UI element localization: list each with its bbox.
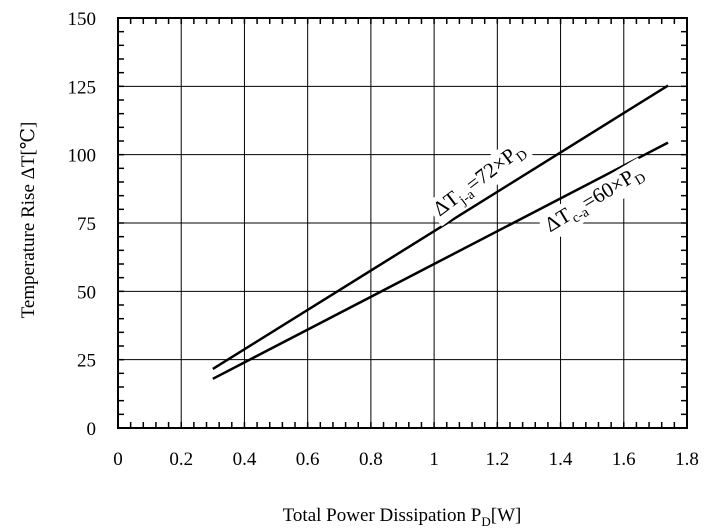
series-annotation-1: ΔTj-a=72×PD: [424, 134, 535, 227]
x-tick-label: 1.2: [485, 449, 509, 470]
x-tick-label: 1.8: [675, 449, 699, 470]
series-line-1: [212, 84, 669, 371]
y-tick-labels: 0 25 50 75 100 125 150: [68, 9, 97, 440]
grid-layer: [118, 18, 687, 428]
annotation-background: [536, 157, 653, 243]
x-axis-label-tail: [W]: [491, 505, 522, 526]
x-axis-label-sub: D: [481, 514, 490, 529]
x-tick-label: 0.6: [296, 449, 320, 470]
plot-frame: [117, 17, 688, 429]
x-tick-label: 1.4: [549, 449, 573, 470]
x-tick-label: 0.2: [169, 449, 193, 470]
x-tick-label: 0.4: [233, 449, 257, 470]
x-tick-label: 0: [113, 449, 123, 470]
y-tick-label: 25: [77, 351, 96, 372]
x-tick-label: 0.8: [359, 449, 383, 470]
y-tick-label: 75: [77, 214, 96, 235]
y-tick-label: 0: [87, 419, 97, 440]
series-layer: [212, 84, 669, 380]
y-tick-label: 50: [77, 282, 96, 303]
x-tick-label: 1.6: [612, 449, 636, 470]
y-tick-label: 125: [68, 77, 97, 98]
y-tick-label: 100: [68, 146, 97, 167]
x-tick-labels: 0 0.2 0.4 0.6 0.8 1 1.2 1.4 1.6 1.8: [113, 449, 699, 470]
annotation-background: [424, 134, 535, 227]
x-axis-label: Total Power Dissipation PD[W]: [283, 505, 522, 529]
y-tick-label: 150: [68, 9, 97, 30]
series-line-2: [212, 141, 669, 380]
series-annotation-2: ΔTc-a=60×PD: [536, 157, 653, 243]
x-tick-label: 1: [429, 449, 439, 470]
y-axis-label: Temperature Rise ΔT[℃]: [18, 122, 39, 319]
x-axis-label-main: Total Power Dissipation P: [283, 505, 482, 526]
